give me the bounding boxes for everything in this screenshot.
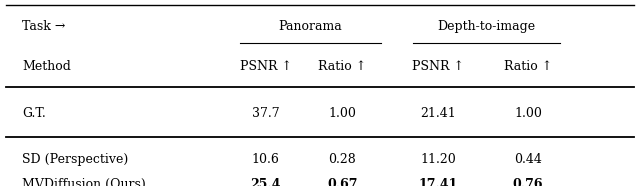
Text: 0.44: 0.44 [514,153,542,166]
Text: PSNR ↑: PSNR ↑ [412,60,465,73]
Text: 10.6: 10.6 [252,153,280,166]
Text: 1.00: 1.00 [328,107,356,120]
Text: 37.7: 37.7 [252,107,280,120]
Text: 21.41: 21.41 [420,107,456,120]
Text: 25.4: 25.4 [250,178,281,186]
Text: Depth-to-image: Depth-to-image [437,20,536,33]
Text: G.T.: G.T. [22,107,46,120]
Text: 17.41: 17.41 [419,178,458,186]
Text: 0.28: 0.28 [328,153,356,166]
Text: Task →: Task → [22,20,66,33]
Text: PSNR ↑: PSNR ↑ [239,60,292,73]
Text: 0.76: 0.76 [513,178,543,186]
Text: 1.00: 1.00 [514,107,542,120]
Text: MVDiffusion (Ours): MVDiffusion (Ours) [22,178,146,186]
Text: Ratio ↑: Ratio ↑ [504,60,552,73]
Text: Method: Method [22,60,71,73]
Text: SD (Perspective): SD (Perspective) [22,153,129,166]
Text: Ratio ↑: Ratio ↑ [318,60,367,73]
Text: Panorama: Panorama [278,20,342,33]
Text: 0.67: 0.67 [327,178,358,186]
Text: 11.20: 11.20 [420,153,456,166]
